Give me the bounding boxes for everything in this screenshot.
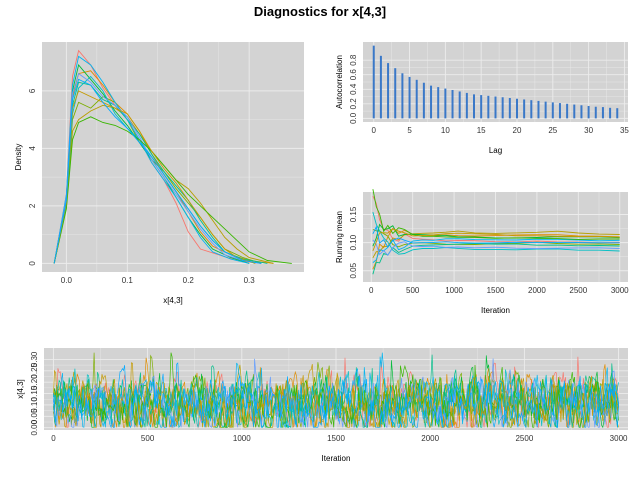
x-tick-label: 500	[141, 434, 155, 443]
x-tick-label: 2500	[515, 434, 533, 443]
x-axis-label: x[4,3]	[163, 296, 183, 305]
y-tick-label: 0.2	[349, 98, 358, 110]
panel-background	[42, 42, 304, 272]
y-axis-label: Density	[14, 144, 23, 171]
y-tick-label: 0.15	[30, 385, 39, 401]
y-axis-label: Autocorrelation	[335, 55, 344, 109]
running-mean-line	[372, 238, 620, 263]
y-tick-label: 0.25	[30, 362, 39, 378]
x-tick-label: 25	[548, 126, 557, 135]
running-mean-line	[372, 239, 620, 257]
density-curve	[53, 78, 262, 264]
x-tick-label: 15	[477, 126, 486, 135]
y-tick-label: 0.30	[30, 351, 39, 367]
y-tick-label: 6	[28, 88, 37, 93]
x-axis-label: Iteration	[481, 306, 510, 315]
x-tick-label: 500	[406, 286, 420, 295]
running-mean-line	[372, 189, 620, 240]
x-axis-label: Lag	[489, 146, 502, 155]
x-tick-label: 1500	[327, 434, 345, 443]
y-tick-label: 0.05	[349, 262, 358, 278]
x-tick-label: 0	[51, 434, 56, 443]
y-tick-label: 0.00	[30, 419, 39, 435]
y-tick-label: 0.15	[349, 206, 358, 222]
running-mean-line	[372, 242, 620, 275]
density-curve	[53, 72, 262, 264]
y-tick-label: 0.10	[30, 397, 39, 413]
x-axis-label: Iteration	[322, 454, 351, 463]
running-mean-line	[372, 211, 620, 255]
trace-plot: 0 500 1000 1500 2000 2500 3000 0.000.050.100.15…	[16, 348, 628, 463]
running-mean-line	[372, 228, 620, 252]
density-plot: 0.0 0.1 0.2 0.3 0 2 4 6 x[4,3] Density	[14, 42, 304, 305]
x-tick-label: 2500	[569, 286, 587, 295]
y-tick-label: 0.05	[30, 408, 39, 424]
x-tick-label: 20	[513, 126, 522, 135]
density-curve	[53, 116, 292, 264]
x-tick-label: 0	[369, 286, 374, 295]
x-tick-label: 0.3	[244, 276, 256, 285]
y-tick-label: 4	[28, 146, 37, 151]
y-tick-label: 0.8	[349, 54, 358, 66]
y-tick-label: 0.0	[349, 112, 358, 124]
x-tick-label: 0.2	[183, 276, 195, 285]
y-axis-label: x[4,3]	[16, 379, 25, 399]
page-title: Diagnostics for x[4,3]	[253, 4, 387, 19]
trace-line	[53, 362, 619, 429]
running-mean-line	[372, 225, 620, 248]
y-tick-label: 0.6	[349, 69, 358, 81]
x-tick-label: 5	[407, 126, 412, 135]
y-tick-label: 0	[28, 261, 37, 266]
autocorrelation-plot: 0 5 10 15 20 25 30 35 0.0 0.2 0.4 0.6 0.8 Lag Autocorr…	[335, 42, 629, 155]
x-tick-label: 2000	[528, 286, 546, 295]
x-tick-label: 3000	[610, 434, 628, 443]
y-axis-label: Running mean	[335, 211, 344, 263]
running-mean-line	[372, 229, 620, 248]
x-tick-label: 10	[441, 126, 450, 135]
y-tick-label: 2	[28, 203, 37, 208]
x-tick-label: 1000	[233, 434, 251, 443]
x-tick-label: 30	[584, 126, 593, 135]
x-tick-label: 0.0	[61, 276, 73, 285]
x-tick-label: 0.1	[122, 276, 134, 285]
x-tick-label: 1000	[445, 286, 463, 295]
x-tick-label: 35	[620, 126, 629, 135]
y-tick-label: 0.4	[349, 83, 358, 95]
trace-line	[53, 362, 619, 429]
density-curve	[53, 90, 256, 264]
y-tick-label: 0.20	[30, 374, 39, 390]
x-tick-label: 3000	[611, 286, 629, 295]
x-tick-label: 1500	[487, 286, 505, 295]
y-tick-label: 0.10	[349, 234, 358, 250]
running-mean-line	[372, 230, 620, 259]
x-tick-label: 0	[372, 126, 377, 135]
running-mean-plot: 0 500 1000 1500 2000 2500 3000 0.05 0.10 0.15 Iter…	[335, 189, 629, 315]
density-curve	[53, 81, 268, 264]
x-tick-label: 2000	[421, 434, 439, 443]
